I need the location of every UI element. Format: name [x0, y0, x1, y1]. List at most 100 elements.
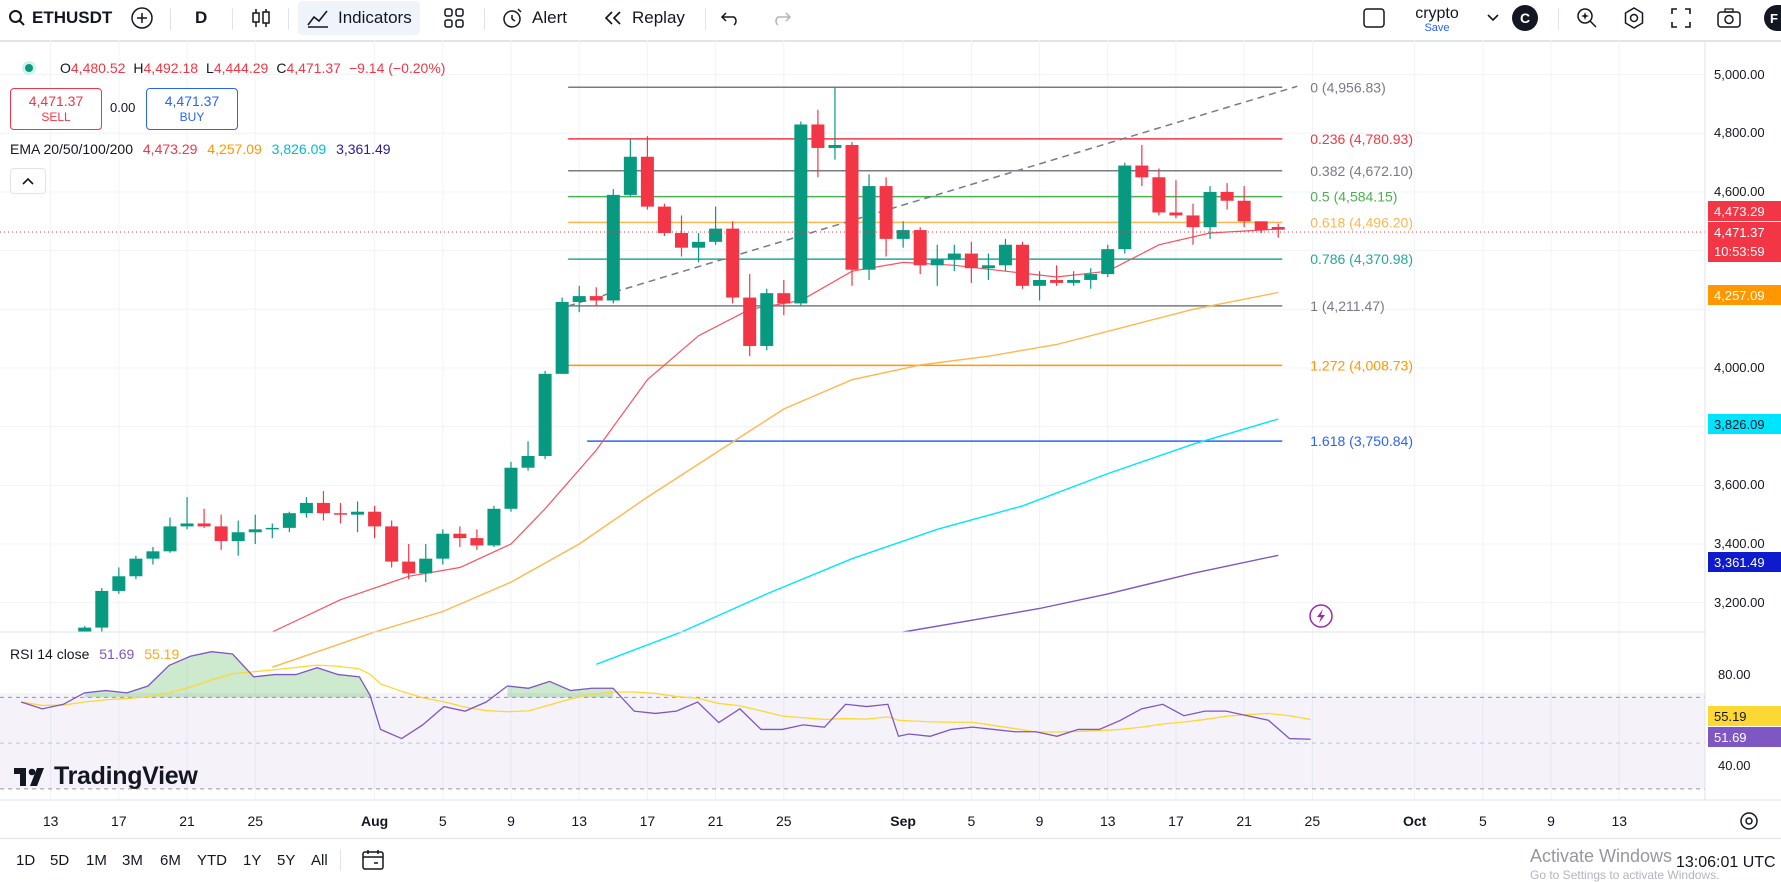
candle[interactable]	[436, 529, 450, 565]
candle[interactable]	[998, 238, 1012, 272]
candle[interactable]	[777, 279, 791, 316]
range-button-ytd[interactable]: YTD	[197, 852, 227, 869]
layout-menu[interactable]: crypto Save	[1412, 2, 1462, 36]
range-button-5y[interactable]: 5Y	[277, 852, 296, 869]
candle[interactable]	[265, 523, 279, 539]
candle[interactable]	[947, 244, 961, 272]
rsi-ma-line[interactable]	[21, 664, 1311, 733]
snapshot-button[interactable]	[1716, 0, 1742, 36]
time-settings-icon[interactable]	[1740, 812, 1758, 830]
candle[interactable]	[385, 520, 399, 568]
range-button-1m[interactable]: 1M	[86, 852, 107, 869]
ema100-line[interactable]	[596, 418, 1279, 665]
candle[interactable]	[504, 461, 518, 512]
candle[interactable]	[760, 288, 774, 351]
candle[interactable]	[981, 253, 995, 280]
candle[interactable]	[862, 174, 876, 280]
candle[interactable]	[146, 546, 160, 565]
candle[interactable]	[419, 543, 433, 583]
candle[interactable]	[1016, 241, 1029, 289]
candle[interactable]	[1067, 271, 1081, 286]
ema20-line[interactable]	[272, 228, 1279, 633]
candle[interactable]	[1135, 145, 1149, 187]
flash-icon[interactable]	[1309, 604, 1333, 628]
candle[interactable]	[180, 497, 194, 530]
candle[interactable]	[129, 555, 143, 580]
select-button[interactable]	[1362, 0, 1386, 36]
candle[interactable]	[538, 370, 552, 459]
ema50-line[interactable]	[272, 291, 1279, 668]
layout-dropdown[interactable]	[1486, 0, 1500, 36]
candle[interactable]	[709, 206, 723, 245]
candle[interactable]	[112, 567, 126, 594]
candle[interactable]	[913, 227, 927, 275]
candle[interactable]	[402, 543, 416, 580]
candle[interactable]	[896, 221, 910, 248]
tradingview-logo[interactable]: TradingView	[14, 762, 198, 791]
candle[interactable]	[930, 244, 944, 286]
candle[interactable]	[1084, 268, 1098, 289]
buy-button[interactable]: 4,471.37 BUY	[146, 88, 238, 130]
candle[interactable]	[811, 109, 825, 178]
quick-search-button[interactable]	[1575, 0, 1599, 36]
candle[interactable]	[248, 514, 262, 544]
fullscreen-button[interactable]	[1670, 0, 1692, 36]
candle[interactable]	[1186, 203, 1200, 245]
candle[interactable]	[521, 441, 535, 471]
rsi-line[interactable]	[20, 651, 1311, 740]
redo-button[interactable]	[770, 0, 792, 36]
candle[interactable]	[78, 626, 92, 632]
candle[interactable]	[1271, 223, 1285, 238]
candle[interactable]	[1118, 162, 1132, 254]
candle[interactable]	[1254, 221, 1268, 234]
candle[interactable]	[316, 491, 330, 521]
candle[interactable]	[163, 517, 177, 553]
range-button-1y[interactable]: 1Y	[243, 852, 262, 869]
interval-button[interactable]: D	[195, 8, 208, 27]
candle[interactable]	[964, 241, 978, 283]
candle[interactable]	[214, 514, 228, 550]
candle[interactable]	[555, 297, 569, 374]
candle[interactable]	[1101, 244, 1115, 278]
candle[interactable]	[334, 502, 347, 524]
settings-button[interactable]	[1622, 0, 1646, 36]
candle[interactable]	[692, 233, 706, 263]
range-button-6m[interactable]: 6M	[160, 852, 181, 869]
candle[interactable]	[95, 587, 109, 632]
range-button-3m[interactable]: 3M	[122, 852, 143, 869]
date-range-button[interactable]	[360, 848, 386, 876]
collapse-legend-button[interactable]	[10, 168, 46, 194]
candle[interactable]	[879, 177, 893, 257]
candle[interactable]	[845, 142, 859, 286]
sell-button[interactable]: 4,471.37 SELL	[10, 88, 102, 130]
candle[interactable]	[1033, 271, 1047, 301]
candle[interactable]	[794, 121, 808, 307]
candle[interactable]	[231, 520, 245, 556]
clock[interactable]: 13:06:01 UTC	[1676, 854, 1776, 871]
price-chart[interactable]: 0 (4,956.83) 0.236 (4,780.93) 0.382 (4,672…	[0, 40, 1781, 838]
candle[interactable]	[1220, 183, 1234, 210]
candle[interactable]	[351, 501, 365, 533]
alert-button[interactable]: Alert	[500, 0, 567, 36]
candle[interactable]	[726, 221, 740, 304]
candle[interactable]	[1237, 186, 1251, 228]
candle[interactable]	[640, 136, 654, 210]
candle[interactable]	[470, 529, 484, 550]
time-axis[interactable]: 913172125Aug5913172125Sep5913172125Oct59…	[0, 813, 1627, 829]
avatar[interactable]: C	[1512, 0, 1538, 36]
chart-type-button[interactable]	[250, 0, 272, 36]
candle[interactable]	[675, 215, 688, 257]
candle[interactable]	[828, 87, 842, 160]
fib-trend-line[interactable]	[567, 85, 1298, 307]
rsi-legend[interactable]: RSI 14 close 51.69 55.19	[10, 646, 179, 662]
candle[interactable]	[572, 285, 586, 313]
range-button-all[interactable]: All	[311, 852, 328, 869]
candle[interactable]	[589, 287, 603, 307]
compare-button[interactable]	[130, 0, 154, 36]
candle[interactable]	[282, 511, 296, 533]
range-button-1d[interactable]: 1D	[16, 852, 36, 869]
range-button-5d[interactable]: 5D	[50, 852, 70, 869]
candle[interactable]	[299, 497, 313, 518]
candle[interactable]	[623, 139, 637, 197]
candle[interactable]	[1050, 265, 1064, 286]
